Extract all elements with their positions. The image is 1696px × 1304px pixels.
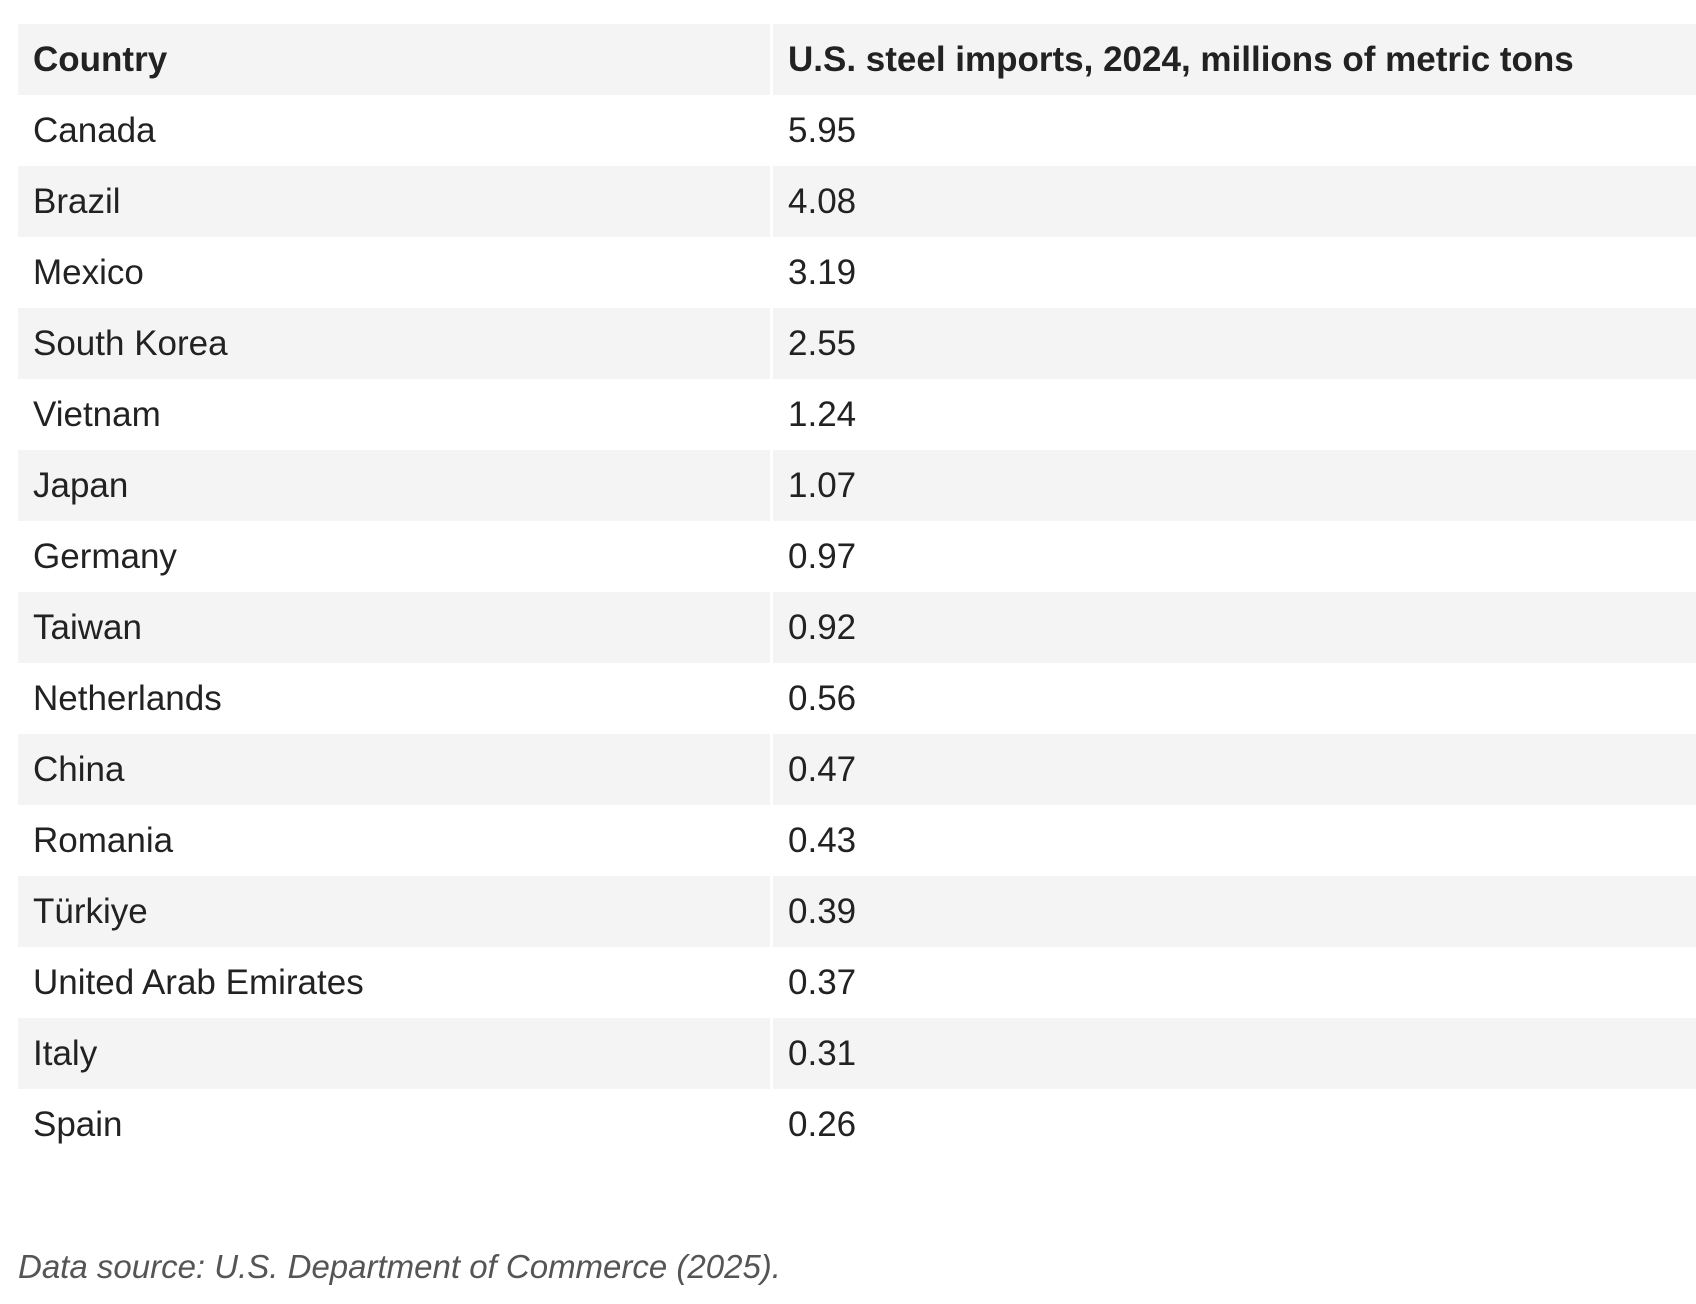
country-cell: Mexico	[33, 253, 144, 292]
imports-value-cell: 3.19	[770, 237, 1696, 308]
country-cell: Germany	[33, 537, 177, 576]
imports-value-cell: 0.47	[770, 734, 1696, 805]
imports-value-cell: 0.26	[770, 1089, 1696, 1160]
country-cell: Netherlands	[33, 679, 222, 718]
table-row: Türkiye 0.39	[18, 876, 1696, 947]
table-row: Romania 0.43	[18, 805, 1696, 876]
table-header-row: Country U.S. steel imports, 2024, millio…	[18, 24, 1696, 95]
table-row: Canada 5.95	[18, 95, 1696, 166]
table-row: Germany 0.97	[18, 521, 1696, 592]
country-cell: China	[33, 750, 125, 789]
table-row: United Arab Emirates 0.37	[18, 947, 1696, 1018]
imports-value-cell: 1.24	[770, 379, 1696, 450]
country-cell: Japan	[33, 466, 129, 505]
column-header-imports: U.S. steel imports, 2024, millions of me…	[770, 24, 1696, 95]
imports-value-cell: 0.39	[770, 876, 1696, 947]
table-row: China 0.47	[18, 734, 1696, 805]
country-cell: Canada	[33, 111, 156, 150]
imports-value-cell: 0.37	[770, 947, 1696, 1018]
column-header-country: Country	[33, 40, 168, 79]
imports-value-cell: 0.43	[770, 805, 1696, 876]
table-row: Brazil 4.08	[18, 166, 1696, 237]
imports-value-cell: 0.31	[770, 1018, 1696, 1089]
table-row: Spain 0.26	[18, 1089, 1696, 1160]
table-row: Netherlands 0.56	[18, 663, 1696, 734]
imports-value-cell: 0.92	[770, 592, 1696, 663]
country-cell: Spain	[33, 1105, 123, 1144]
imports-value-cell: 5.95	[770, 95, 1696, 166]
table-row: Italy 0.31	[18, 1018, 1696, 1089]
table-row: Mexico 3.19	[18, 237, 1696, 308]
data-source-note: Data source: U.S. Department of Commerce…	[18, 1248, 781, 1285]
table-row: Japan 1.07	[18, 450, 1696, 521]
country-cell: Taiwan	[33, 608, 142, 647]
imports-value-cell: 2.55	[770, 308, 1696, 379]
table-row: South Korea 2.55	[18, 308, 1696, 379]
table-body: Canada 5.95 Brazil 4.08 Mexico 3.19 South Kore…	[18, 95, 1696, 1160]
country-cell: Vietnam	[33, 395, 161, 434]
table-row: Vietnam 1.24	[18, 379, 1696, 450]
country-cell: Italy	[33, 1034, 98, 1073]
country-cell: United Arab Emirates	[33, 963, 364, 1002]
country-cell: South Korea	[33, 324, 228, 363]
country-cell: Türkiye	[33, 892, 148, 931]
country-cell: Brazil	[33, 182, 121, 221]
table-row: Taiwan 0.92	[18, 592, 1696, 663]
imports-value-cell: 4.08	[770, 166, 1696, 237]
imports-value-cell: 1.07	[770, 450, 1696, 521]
imports-value-cell: 0.97	[770, 521, 1696, 592]
steel-imports-table: Country U.S. steel imports, 2024, millio…	[18, 24, 1696, 1160]
imports-value-cell: 0.56	[770, 663, 1696, 734]
country-cell: Romania	[33, 821, 174, 860]
